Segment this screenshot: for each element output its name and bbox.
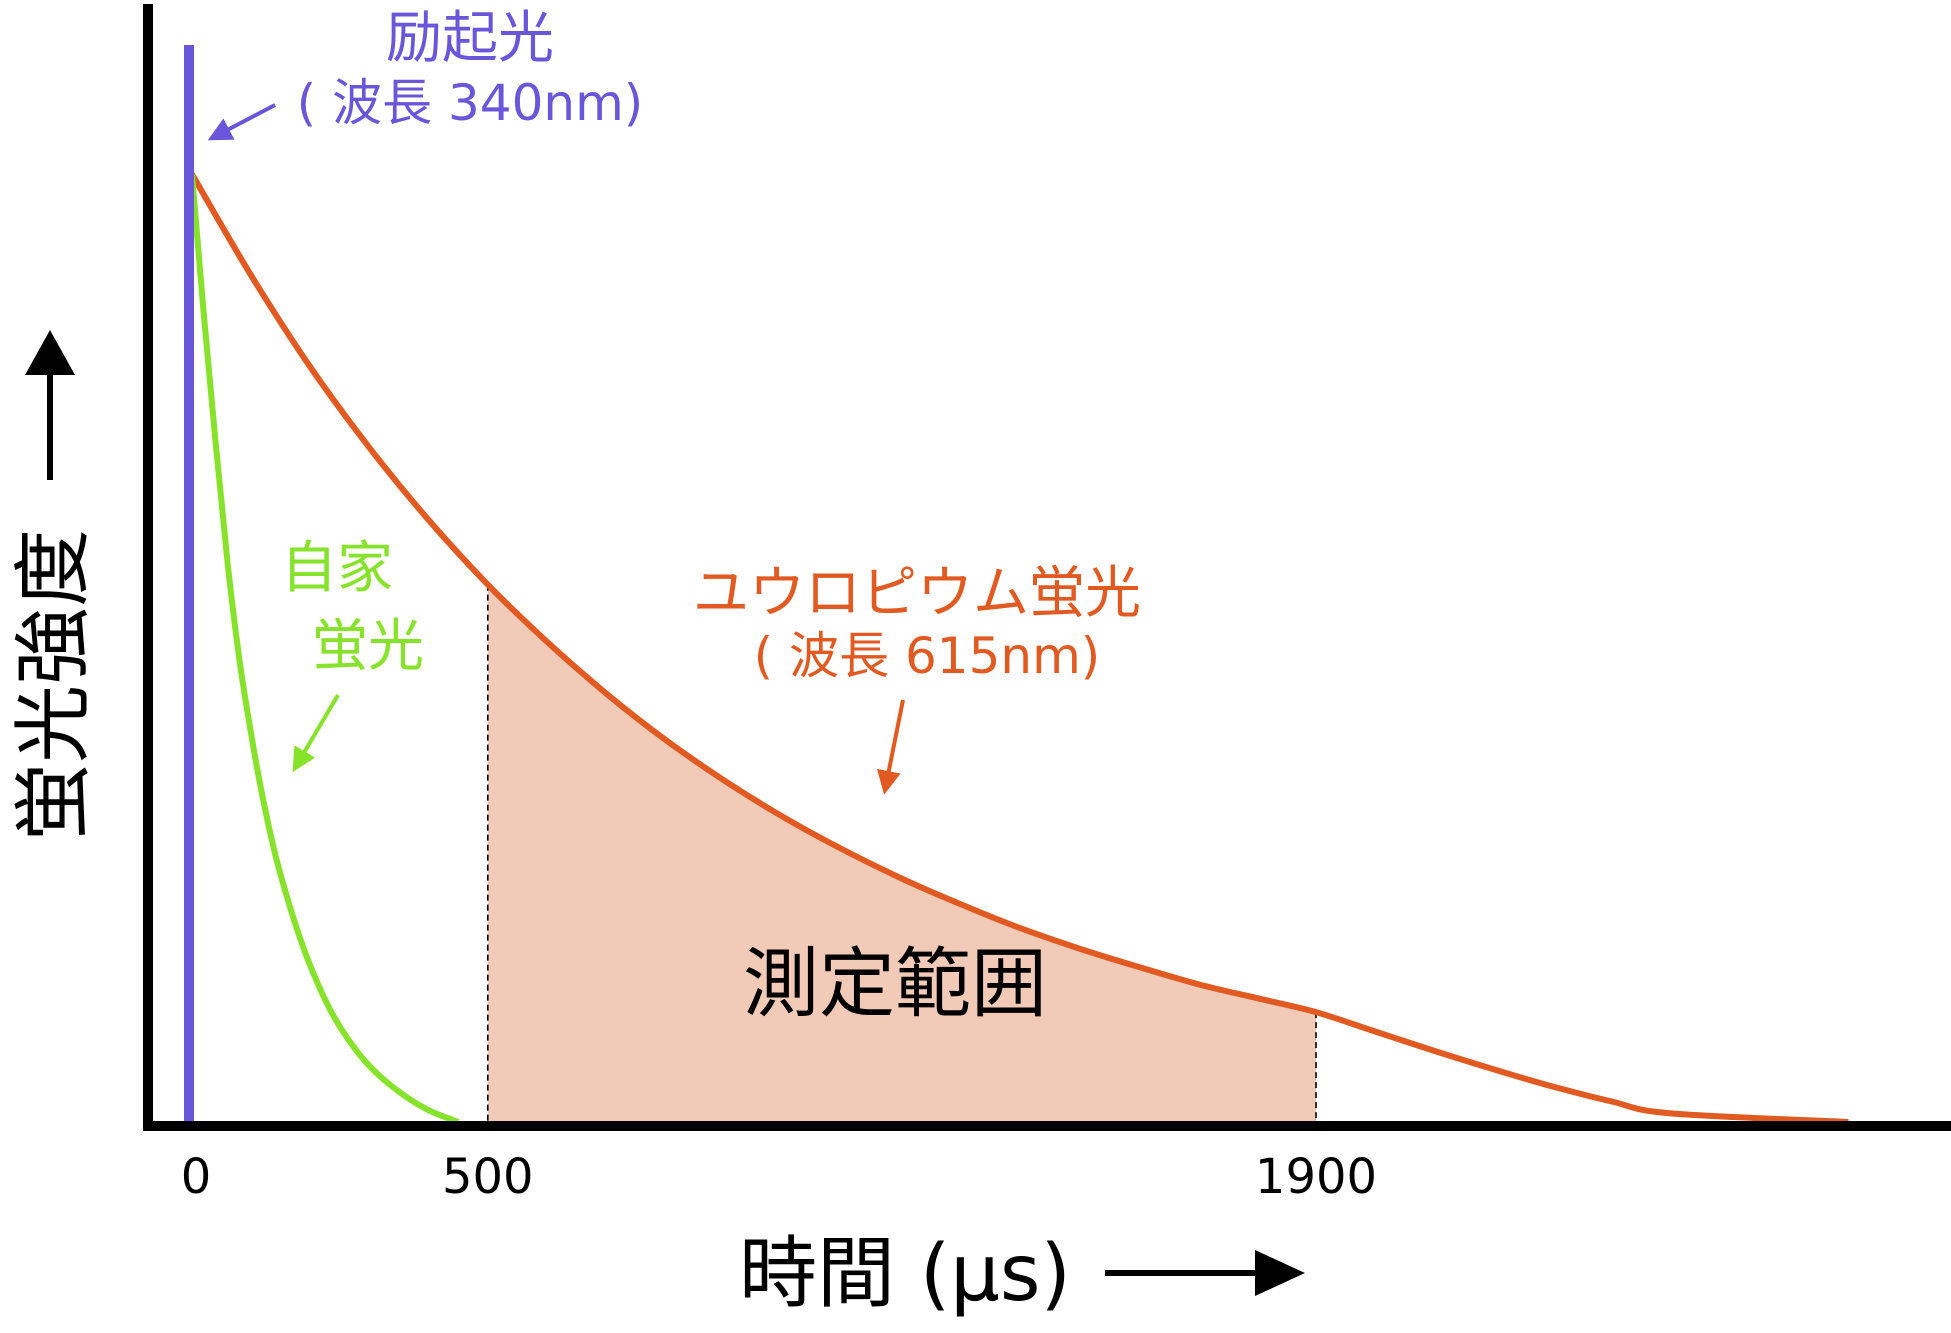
autofluorescence-label-line1: 自家	[281, 536, 393, 601]
measurement-range-area	[487, 584, 1316, 1122]
europium-sublabel: ( 波長 615nm)	[754, 627, 1101, 685]
x-tick-label-0: 0	[181, 1149, 212, 1205]
y-axis-label-group: 蛍光強度	[9, 529, 99, 841]
europium-label: ユウロピウム蛍光	[693, 561, 1141, 626]
x-tick-labels: 0 500 1900	[181, 1149, 1377, 1205]
x-tick-label-1900: 1900	[1255, 1149, 1377, 1205]
excitation-arrow	[207, 103, 276, 141]
y-axis-label: 蛍光強度	[9, 529, 99, 841]
excitation-label: 励起光	[386, 6, 554, 71]
x-tick-label-500: 500	[442, 1149, 534, 1205]
y-axis-arrow	[25, 330, 75, 480]
excitation-sublabel: ( 波長 340nm)	[297, 74, 644, 132]
series-line-europium	[189, 172, 1849, 1125]
measurement-range-label: 測定範囲	[743, 939, 1047, 1028]
x-axis-arrow	[1105, 1250, 1305, 1296]
x-axis-label: 時間 (µs)	[739, 1229, 1071, 1319]
europium-arrow	[876, 699, 905, 795]
series-line-autofluorescence	[189, 173, 460, 1125]
autofluorescence-label-line2: 蛍光	[312, 614, 424, 679]
autofluorescence-arrow	[292, 693, 340, 773]
